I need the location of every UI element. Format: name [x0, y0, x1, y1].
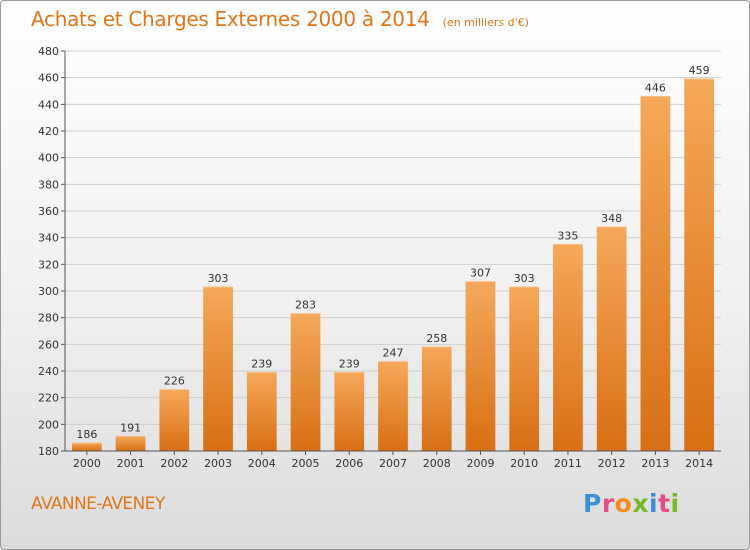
value-label: 191 — [120, 421, 141, 434]
bar — [203, 287, 233, 451]
x-tick-label: 2003 — [204, 457, 232, 470]
value-label: 303 — [514, 272, 535, 285]
chart-title: Achats et Charges Externes 2000 à 2014 — [31, 7, 430, 31]
bar — [596, 227, 627, 451]
y-tick-label: 260 — [38, 338, 59, 351]
x-tick-label: 2006 — [335, 457, 363, 470]
value-label: 335 — [557, 229, 578, 242]
x-tick-label: 2005 — [292, 457, 320, 470]
bar — [509, 287, 540, 451]
bar — [378, 361, 408, 451]
y-tick-label: 320 — [38, 258, 59, 271]
value-label: 348 — [601, 212, 622, 225]
y-tick-label: 400 — [38, 152, 59, 165]
commune-name: AVANNE-AVENEY — [31, 494, 165, 514]
y-tick-label: 440 — [38, 98, 59, 111]
logo-letter: x — [632, 489, 649, 518]
value-label: 283 — [295, 299, 316, 312]
bar — [115, 436, 146, 451]
logo-letter: r — [601, 489, 615, 518]
x-tick-label: 2001 — [117, 457, 145, 470]
y-tick-label: 300 — [38, 285, 59, 298]
bar — [71, 443, 102, 451]
logo-letter: i — [670, 489, 680, 518]
logo-letter: i — [649, 489, 659, 518]
bar — [553, 244, 583, 451]
bar — [640, 96, 671, 451]
bar — [334, 372, 365, 451]
y-tick-label: 420 — [38, 125, 59, 138]
value-label: 239 — [339, 357, 360, 370]
x-tick-label: 2007 — [379, 457, 407, 470]
bars — [71, 78, 715, 451]
y-tick-label: 340 — [38, 232, 59, 245]
value-label: 303 — [208, 272, 229, 285]
x-tick-label: 2010 — [510, 457, 538, 470]
logo-letter: P — [583, 489, 602, 518]
bar — [421, 347, 452, 451]
y-tick-label: 480 — [38, 45, 59, 58]
x-tick-label: 2009 — [466, 457, 494, 470]
y-tick-label: 180 — [38, 445, 59, 458]
axes: 180 200 220 240 260 280 300 320 340 360 380 400 420 4… — [38, 45, 721, 458]
logo-letter: t — [658, 489, 671, 518]
y-tick-label: 240 — [38, 365, 59, 378]
value-label: 459 — [689, 64, 710, 77]
y-tick-label: 280 — [38, 312, 59, 325]
chart-unit: (en milliers d'€) — [442, 16, 529, 29]
y-tick-label: 380 — [38, 178, 59, 191]
y-tick-label: 200 — [38, 418, 59, 431]
x-tick-label: 2013 — [641, 457, 669, 470]
y-tick-label: 460 — [38, 72, 59, 85]
y-tick-label: 220 — [38, 392, 59, 405]
value-label: 247 — [383, 347, 404, 360]
x-tick-label: 2014 — [685, 457, 713, 470]
bar — [684, 79, 715, 451]
value-label: 446 — [645, 81, 666, 94]
bar — [465, 281, 496, 451]
y-tick-label: 360 — [38, 205, 59, 218]
x-tick-label: 2008 — [423, 457, 451, 470]
x-tick-label: 2011 — [554, 457, 582, 470]
labels: 186 2000 191 2001 226 2002 303 2003 239 2004 283 20… — [73, 64, 713, 470]
bar — [246, 372, 277, 451]
value-label: 239 — [251, 357, 272, 370]
value-label: 258 — [426, 332, 447, 345]
logo-letter: o — [614, 489, 633, 518]
x-tick-label: 2012 — [598, 457, 626, 470]
value-label: 307 — [470, 267, 491, 280]
chart-title-block: Achats et Charges Externes 2000 à 2014 (… — [31, 7, 529, 31]
value-label: 186 — [76, 428, 97, 441]
bar — [290, 313, 321, 451]
value-label: 226 — [164, 375, 185, 388]
x-tick-label: 2004 — [248, 457, 276, 470]
x-tick-label: 2000 — [73, 457, 101, 470]
bar — [159, 389, 190, 451]
proxiti-logo: Proxiti — [583, 489, 680, 518]
x-tick-label: 2002 — [160, 457, 188, 470]
